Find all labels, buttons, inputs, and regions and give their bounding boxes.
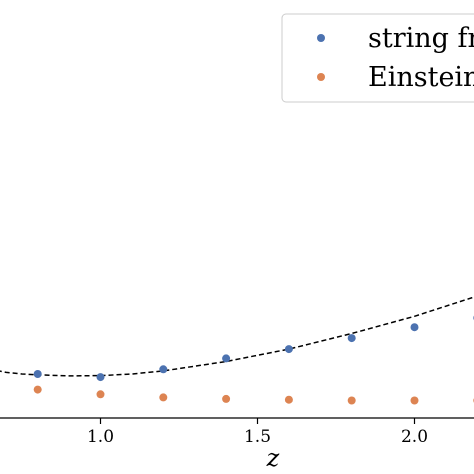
point-string-2 xyxy=(33,370,42,378)
point-string-6 xyxy=(284,345,293,354)
x-axis-label: z xyxy=(266,444,280,472)
point-string-4 xyxy=(159,365,168,374)
legend-label-einstein: Einstein xyxy=(368,62,474,93)
x-tick-label-3: 2.0 xyxy=(401,427,428,447)
dashed-curve xyxy=(0,296,474,377)
curve-layer xyxy=(0,296,474,377)
point-einstein-2 xyxy=(33,385,42,394)
point-einstein-8 xyxy=(410,396,419,405)
legend-marker-einstein xyxy=(317,73,325,81)
legend-marker-string xyxy=(317,34,325,42)
legend-box xyxy=(281,13,474,103)
point-string-8 xyxy=(410,323,419,332)
x-axis-ticks: 0.51.01.52.02.53.03.5 xyxy=(87,418,428,447)
point-einstein-5 xyxy=(222,394,231,403)
legend-label-string: string fr xyxy=(368,23,474,54)
legend: string fr Einstein xyxy=(281,13,474,103)
point-string-7 xyxy=(347,334,356,343)
data-points xyxy=(33,315,474,405)
x-tick-label-2: 1.5 xyxy=(244,427,271,447)
point-string-5 xyxy=(222,354,231,363)
point-einstein-6 xyxy=(284,395,293,404)
x-tick-label-1: 1.0 xyxy=(87,427,114,447)
point-string-3 xyxy=(96,373,105,382)
point-einstein-7 xyxy=(347,396,356,405)
point-einstein-3 xyxy=(96,390,105,399)
point-einstein-4 xyxy=(159,393,168,402)
